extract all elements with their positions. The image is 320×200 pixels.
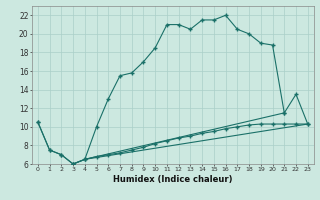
- X-axis label: Humidex (Indice chaleur): Humidex (Indice chaleur): [113, 175, 233, 184]
